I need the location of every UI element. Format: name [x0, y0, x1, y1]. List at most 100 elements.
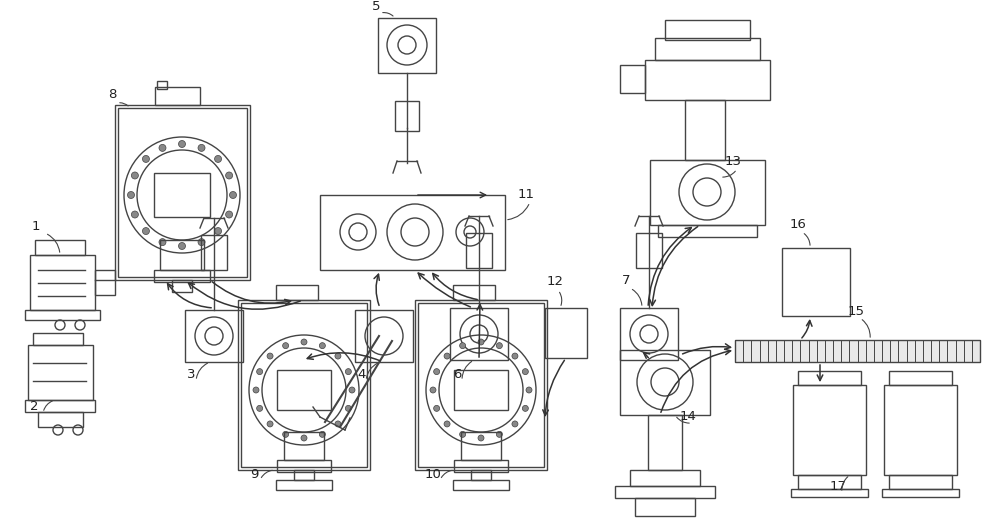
Bar — [241, 303, 367, 467]
Bar — [95, 270, 115, 295]
Bar — [471, 470, 491, 480]
Bar — [160, 240, 204, 270]
Circle shape — [345, 405, 351, 412]
Text: 4: 4 — [357, 368, 365, 381]
Text: 9: 9 — [250, 468, 258, 481]
Circle shape — [512, 353, 518, 359]
Bar — [615, 486, 715, 498]
Circle shape — [178, 242, 186, 250]
Bar — [658, 225, 757, 237]
Circle shape — [444, 353, 450, 359]
Circle shape — [159, 239, 166, 245]
Circle shape — [335, 421, 341, 427]
Bar — [415, 300, 547, 470]
Bar — [620, 308, 678, 360]
Bar — [620, 65, 645, 93]
Bar — [118, 108, 247, 277]
Bar — [25, 400, 95, 412]
Circle shape — [522, 368, 528, 375]
Bar — [648, 415, 682, 470]
Bar — [461, 432, 501, 460]
Circle shape — [478, 435, 484, 441]
Bar — [650, 160, 765, 225]
Bar — [33, 333, 83, 345]
Circle shape — [253, 387, 259, 393]
Circle shape — [128, 192, 134, 198]
Circle shape — [267, 353, 273, 359]
Bar — [201, 235, 227, 270]
Circle shape — [226, 211, 233, 218]
Circle shape — [230, 192, 237, 198]
Circle shape — [526, 387, 532, 393]
Circle shape — [283, 431, 289, 438]
Text: 10: 10 — [425, 468, 442, 481]
Circle shape — [178, 141, 186, 147]
Bar — [453, 480, 509, 490]
Bar — [450, 308, 508, 360]
Bar — [276, 285, 318, 300]
Text: 14: 14 — [680, 410, 697, 423]
Bar — [645, 60, 770, 100]
Bar — [665, 20, 750, 40]
Text: 2: 2 — [30, 400, 38, 413]
Bar — [277, 370, 331, 410]
Circle shape — [434, 368, 440, 375]
Circle shape — [512, 421, 518, 427]
Bar — [38, 412, 83, 427]
Text: 6: 6 — [453, 368, 461, 381]
Bar — [355, 310, 413, 362]
Bar — [685, 100, 725, 160]
Circle shape — [257, 368, 263, 375]
Text: 7: 7 — [622, 274, 631, 287]
Bar — [25, 310, 100, 320]
Bar — [276, 480, 332, 490]
Circle shape — [301, 435, 307, 441]
Circle shape — [215, 155, 222, 162]
Circle shape — [131, 172, 138, 179]
Bar — [30, 255, 95, 310]
Circle shape — [283, 343, 289, 349]
Bar — [294, 470, 314, 480]
Bar — [798, 475, 861, 489]
Bar — [782, 248, 850, 316]
Bar — [635, 498, 695, 516]
Circle shape — [319, 343, 325, 349]
Bar — [454, 460, 508, 472]
Bar — [154, 270, 210, 282]
Bar — [155, 87, 200, 105]
Bar — [636, 233, 662, 268]
Bar — [655, 38, 760, 60]
Bar — [28, 345, 93, 400]
Bar — [172, 280, 192, 292]
Bar — [320, 195, 505, 270]
Circle shape — [430, 387, 436, 393]
Circle shape — [215, 227, 222, 235]
Bar — [154, 173, 210, 217]
Bar — [630, 470, 700, 486]
Circle shape — [349, 387, 355, 393]
Circle shape — [142, 227, 149, 235]
Circle shape — [159, 144, 166, 152]
Bar — [185, 310, 243, 362]
Bar — [453, 285, 495, 300]
Bar — [157, 81, 167, 89]
Text: 3: 3 — [187, 368, 196, 381]
Text: 1: 1 — [32, 220, 40, 233]
Circle shape — [142, 155, 149, 162]
Bar — [545, 308, 587, 358]
Bar — [889, 371, 952, 385]
Text: 16: 16 — [790, 218, 807, 231]
Bar — [884, 385, 957, 475]
Bar — [454, 370, 508, 410]
Text: 17: 17 — [830, 480, 847, 493]
Bar — [882, 489, 959, 497]
Circle shape — [301, 339, 307, 345]
Text: 12: 12 — [547, 275, 564, 288]
Bar — [798, 371, 861, 385]
Circle shape — [319, 431, 325, 438]
Circle shape — [198, 144, 205, 152]
Circle shape — [267, 421, 273, 427]
Text: 15: 15 — [848, 305, 865, 318]
Bar — [791, 489, 868, 497]
Circle shape — [198, 239, 205, 245]
